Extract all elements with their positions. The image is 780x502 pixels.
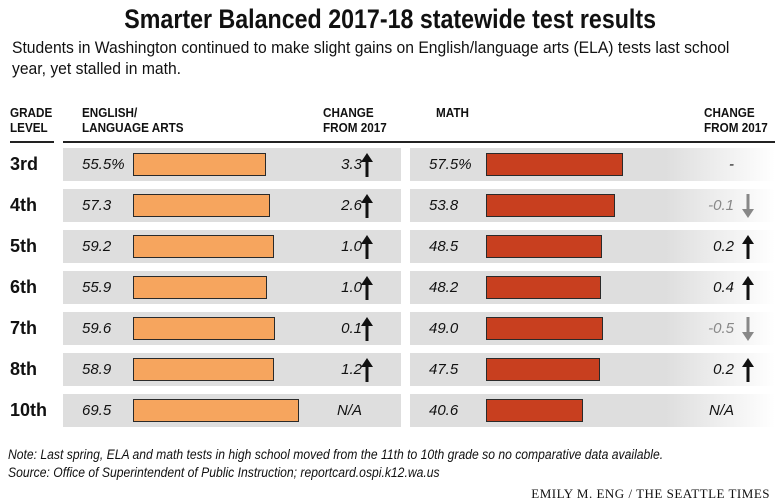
source-text: Source: Office of Superintendent of Publ… [8,465,440,480]
ela-change-arrow-3 [361,276,373,300]
header-grade-level: GRADE LEVEL [10,105,52,135]
ela-value-label: 58.9 [82,361,112,378]
math-bar [486,153,624,176]
math-row-background [410,394,775,427]
grade-label: 5th [10,236,37,256]
math-change-label: - [729,156,734,173]
math-change-label: -0.1 [708,197,734,214]
grade-label: 7th [10,318,37,338]
header-math: MATH [436,105,469,120]
ela-bar [133,399,300,422]
math-value-label: 48.2 [429,279,459,296]
header-line: MATH [436,105,469,120]
header-line: CHANGE [323,105,374,120]
ela-bar [133,276,267,299]
header-line: FROM 2017 [704,120,768,135]
ela-change-arrow-1 [361,194,373,218]
arrow-up-icon [360,194,374,218]
arrow-up-icon [360,358,374,382]
math-value-label: 48.5 [429,238,459,255]
arrow-up-icon [360,276,374,300]
header-line: LEVEL [10,120,48,135]
arrow-up-icon [741,358,755,382]
math-change-arrow-3 [742,276,754,300]
ela-value-label: 69.5 [82,402,112,419]
grade-label: 6th [10,277,37,297]
grade-label: 3rd [10,154,39,174]
math-change-arrow-2 [742,235,754,259]
math-change-label: N/A [708,402,734,419]
ela-bar [133,235,275,258]
math-bar [486,317,604,340]
ela-bar [133,194,270,217]
grade-label: 8th [10,359,37,379]
ela-change-label: N/A [336,402,362,419]
header-divider [63,141,775,143]
math-value-label: 47.5 [429,361,459,378]
arrow-up-icon [360,317,374,341]
ela-change-label: 2.6 [341,197,362,214]
title-text: Smarter Balanced 2017-18 statewide test … [124,4,656,34]
footnote: Note: Last spring, ELA and math tests in… [8,446,663,482]
header-line: FROM 2017 [323,120,387,135]
ela-change-label: 0.1 [341,320,362,337]
ela-bar [133,317,276,340]
header-line: CHANGE [704,105,755,120]
math-value-label: 53.8 [429,197,459,214]
ela-change-label: 3.3 [341,156,362,173]
math-bar [486,358,600,381]
header-line: LANGUAGE ARTS [82,120,184,135]
math-bar [486,235,602,258]
ela-value-label: 59.6 [82,320,112,337]
ela-change-label: 1.2 [341,361,362,378]
ela-value-label: 55.9 [82,279,112,296]
header-math-change: CHANGE FROM 2017 [704,105,768,135]
header-ela: ENGLISH/LANGUAGE ARTS [82,105,184,135]
math-bar [486,194,615,217]
ela-value-label: 55.5% [82,156,125,173]
grade-label: 10th [10,400,48,420]
ela-value-label: 57.3 [82,197,112,214]
ela-change-arrow-5 [361,358,373,382]
arrow-up-icon [360,235,374,259]
math-change-label: 0.2 [713,361,734,378]
credit: EMILY M. ENG / THE SEATTLE TIMES [531,486,770,501]
math-change-label: 0.4 [713,279,734,296]
math-value-label: 40.6 [429,402,459,419]
header-line: GRADE [10,105,53,120]
arrow-down-icon [741,194,755,218]
math-bar [486,399,584,422]
note-text: Note: Last spring, ELA and math tests in… [8,447,664,462]
header-line: ENGLISH/ [82,105,138,120]
ela-change-label: 1.0 [341,279,362,296]
header-ela-change: CHANGE FROM 2017 [323,105,387,135]
arrow-up-icon [360,153,374,177]
ela-change-arrow-2 [361,235,373,259]
arrow-up-icon [741,276,755,300]
math-change-arrow-4 [742,317,754,341]
ela-change-label: 1.0 [341,238,362,255]
math-change-arrow-5 [742,358,754,382]
math-value-label: 57.5% [429,156,472,173]
ela-value-label: 59.2 [82,238,112,255]
ela-bar [133,153,266,176]
grade-label: 4th [10,195,37,215]
ela-change-arrow-4 [361,317,373,341]
ela-change-arrow-0 [361,153,373,177]
chart-subtitle: Students in Washington continued to make… [12,39,730,78]
header-divider [10,141,54,143]
math-change-arrow-1 [742,194,754,218]
math-bar [486,276,602,299]
chart-title: Smarter Balanced 2017-18 statewide test … [0,4,780,35]
math-change-label: -0.5 [708,320,734,337]
arrow-up-icon [741,235,755,259]
ela-bar [133,358,274,381]
arrow-down-icon [741,317,755,341]
math-change-label: 0.2 [713,238,734,255]
math-value-label: 49.0 [429,320,459,337]
